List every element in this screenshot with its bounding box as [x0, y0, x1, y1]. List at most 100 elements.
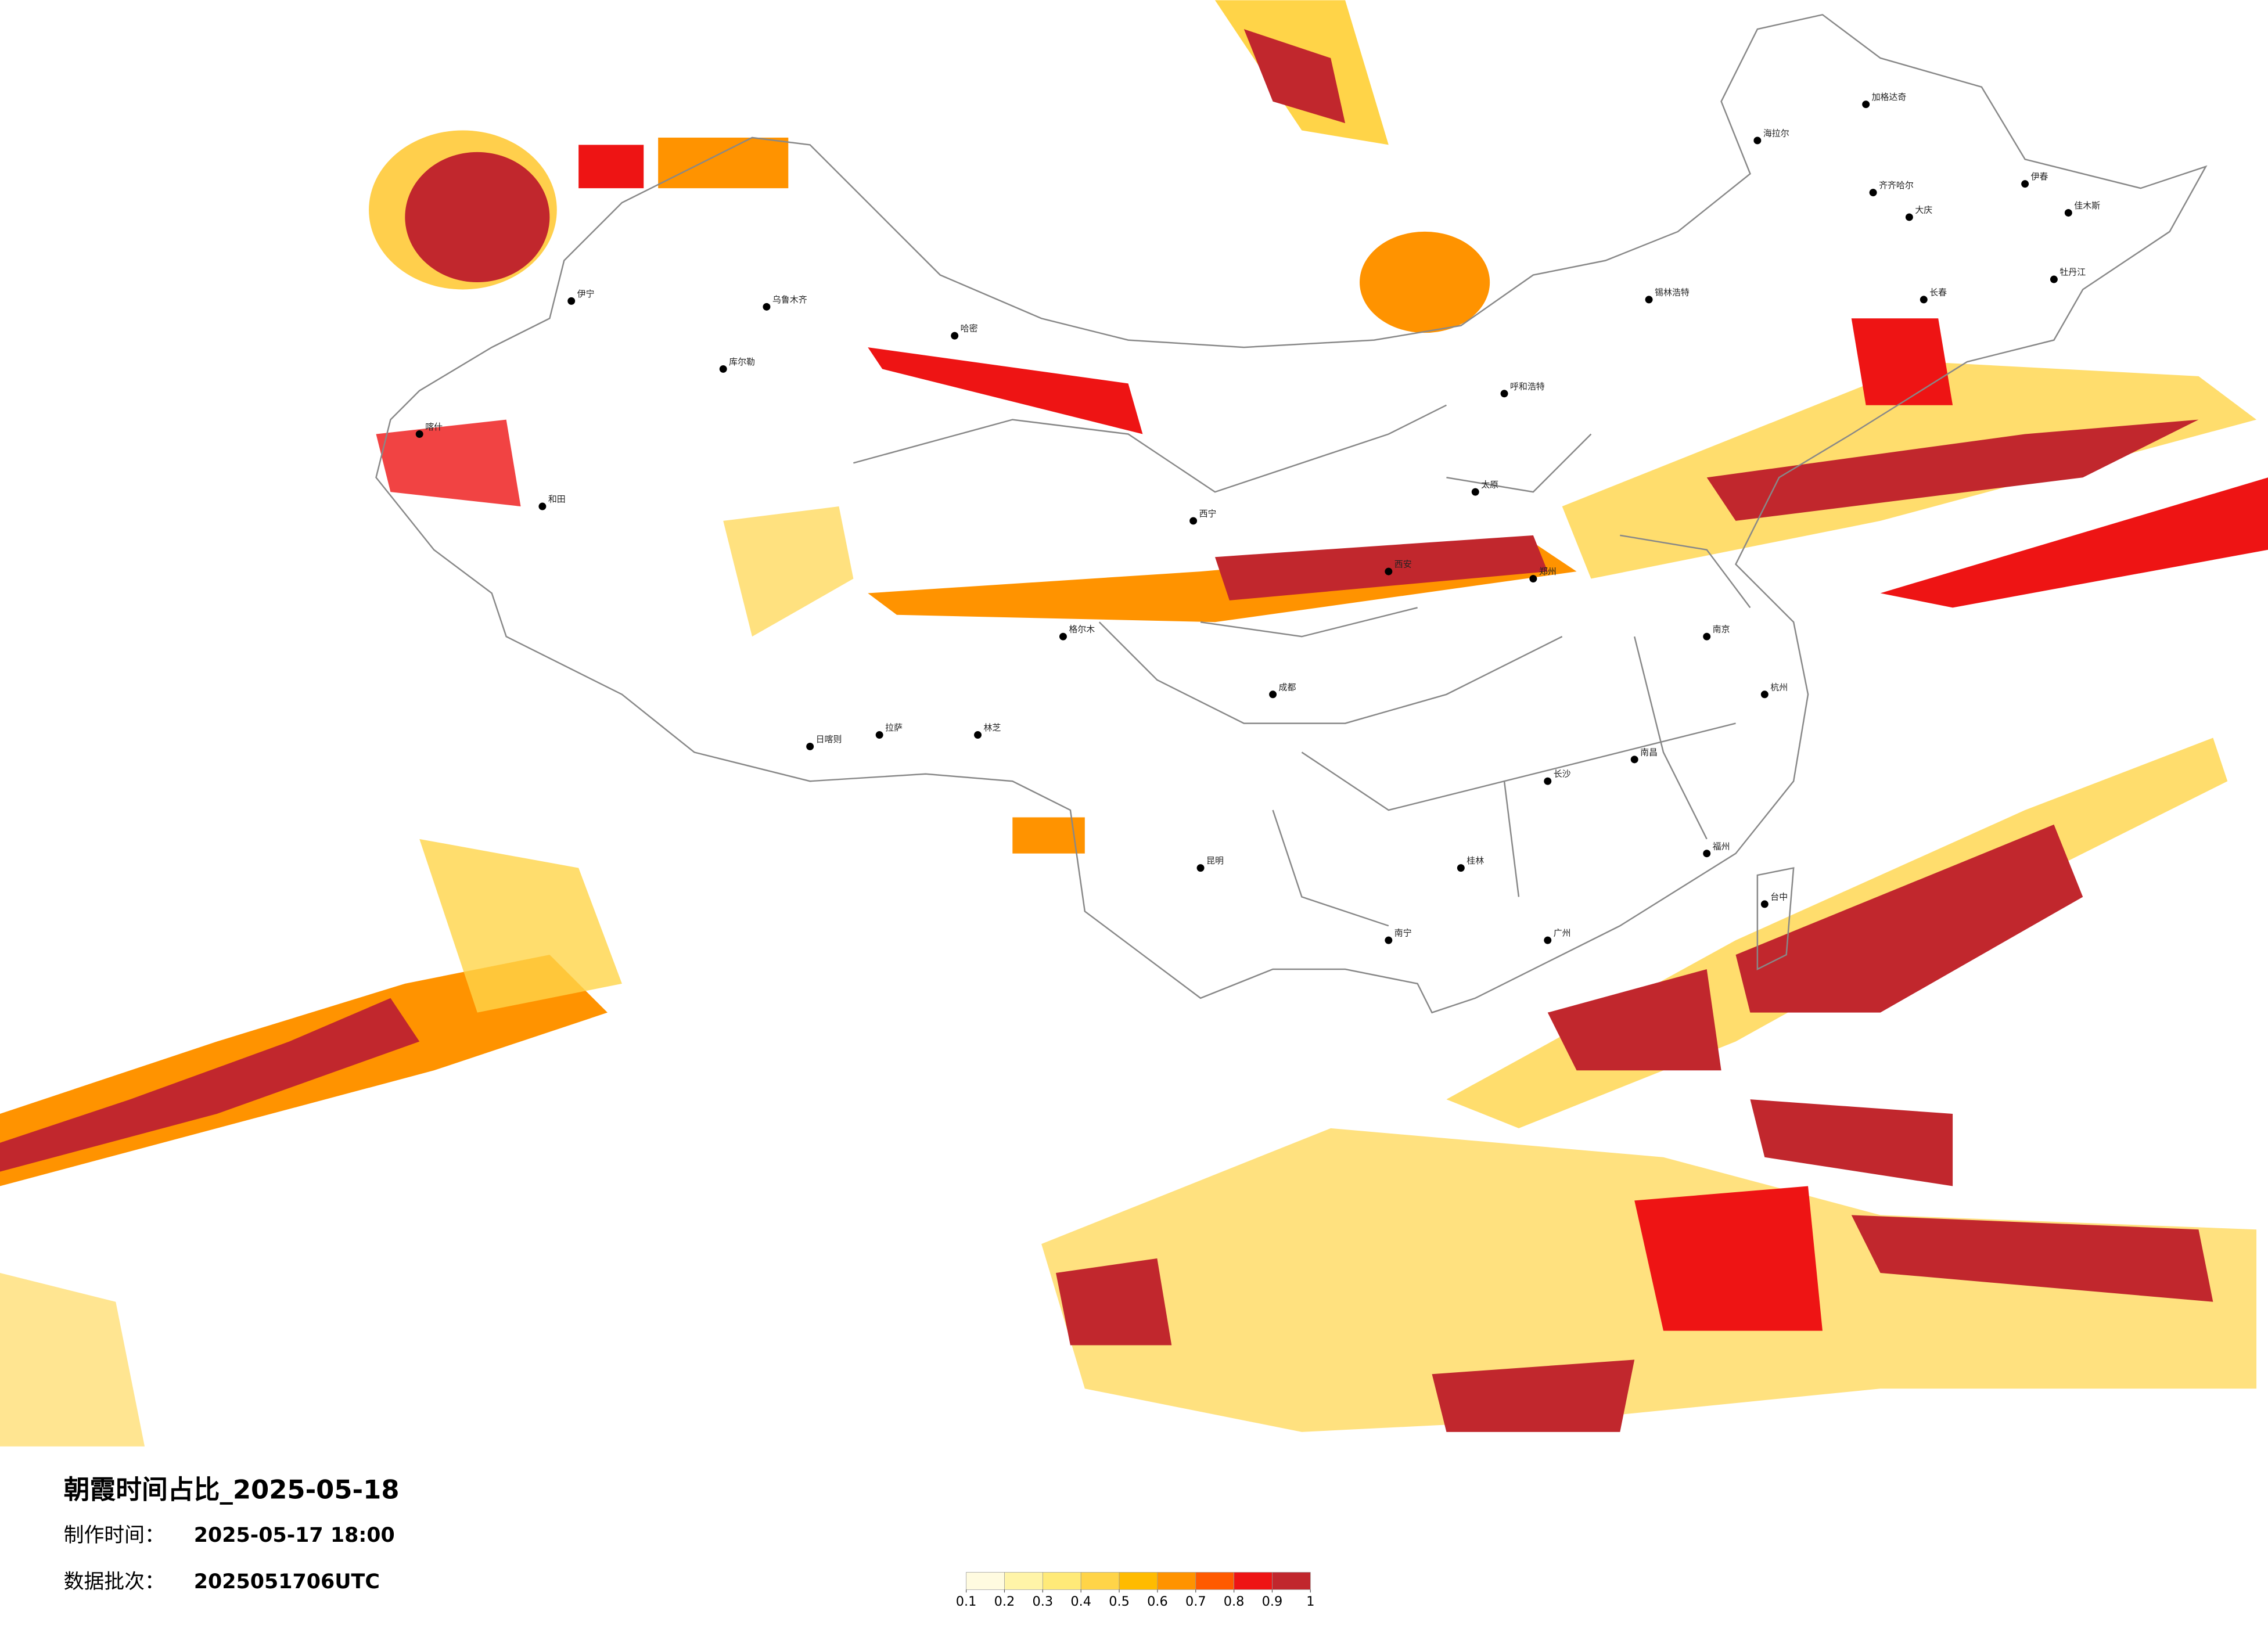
field	[376, 419, 521, 507]
colorbar-label: 0.6	[1147, 1594, 1168, 1609]
country-border	[375, 13, 2208, 1014]
field	[1851, 318, 1953, 405]
city-label: 海拉尔	[1763, 128, 1789, 138]
batch: 2025051706UTC	[194, 1570, 380, 1593]
city-label: 喀什	[425, 422, 443, 432]
city-dot	[1059, 632, 1067, 641]
colorbar-label: 0.3	[1033, 1594, 1054, 1609]
city-dot	[1703, 850, 1711, 858]
field	[1360, 231, 1490, 333]
field	[658, 137, 789, 189]
field	[723, 506, 854, 637]
field	[405, 152, 550, 283]
made-label: 制作时间：	[64, 1524, 165, 1547]
city-label: 杭州	[1770, 682, 1788, 692]
city-label: 库尔勒	[729, 357, 755, 367]
city-dot	[1703, 632, 1711, 641]
city-label: 西安	[1394, 559, 1412, 570]
city-dot	[1471, 488, 1479, 496]
city-dot	[2050, 275, 2058, 283]
city-label: 哈密	[961, 323, 978, 334]
city-label: 郑州	[1539, 566, 1557, 577]
city-label: 南昌	[1640, 747, 1658, 757]
field	[1243, 29, 1346, 124]
field	[1851, 1215, 2213, 1302]
city-label: 佳木斯	[2074, 200, 2100, 211]
field	[1214, 535, 1548, 600]
colorbar-box	[1004, 1572, 1043, 1590]
batch-label: 数据批次：	[64, 1570, 165, 1593]
city-label: 锡林浩特	[1655, 287, 1690, 297]
city-dot	[567, 297, 576, 305]
map-title: 朝霞时间占比_2025-05-18	[64, 1474, 400, 1505]
colorbar-box	[1157, 1572, 1196, 1590]
city-dot	[1457, 864, 1465, 872]
city-dot	[1869, 189, 1877, 197]
city-dot	[1189, 517, 1198, 525]
city-label: 南京	[1713, 624, 1730, 635]
city-label: 昆明	[1206, 855, 1224, 866]
city-dot	[1385, 936, 1393, 944]
colorbar: 0.1 0.2 0.3 0.4 0.5 0.6 0.7 0.8 0.9 1	[956, 1572, 1314, 1609]
city-label: 大庆	[1915, 204, 1932, 215]
city-dot	[1500, 390, 1508, 398]
city-label: 桂林	[1467, 855, 1484, 866]
city-dot	[1196, 864, 1205, 872]
city-dot	[974, 731, 982, 739]
city-label: 成都	[1279, 682, 1296, 692]
city-label: 格尔木	[1069, 624, 1095, 635]
city-dot	[1760, 690, 1769, 699]
city-dot	[2064, 208, 2072, 217]
city-label: 台中	[1770, 891, 1788, 902]
city-label: 拉萨	[885, 722, 903, 733]
field	[1547, 969, 1721, 1071]
colorbar-label: 0.4	[1070, 1594, 1091, 1609]
city-dot	[719, 365, 727, 373]
city-dot	[1529, 575, 1537, 583]
city-dot	[875, 731, 883, 739]
city-label: 呼和浩特	[1510, 381, 1545, 391]
city-label: 西宁	[1199, 508, 1217, 519]
field	[578, 145, 644, 189]
sunrise-glow-field	[0, 0, 2268, 1447]
city-label: 南宁	[1394, 928, 1412, 938]
city-label: 和田	[548, 494, 566, 505]
city-label: 加格达奇	[1872, 92, 1907, 102]
colorbar-label: 0.5	[1109, 1594, 1130, 1609]
colorbar-label: 0.8	[1224, 1594, 1245, 1609]
made-time: 2025-05-17 18:00	[194, 1524, 395, 1547]
colorbar-label: 0.7	[1185, 1594, 1206, 1609]
field	[1634, 1186, 1823, 1331]
colorbar-label: 0.2	[994, 1594, 1015, 1609]
colorbar-label: 1	[1306, 1594, 1314, 1609]
field	[419, 839, 622, 1013]
borders	[375, 13, 2208, 1014]
field	[1706, 419, 2199, 521]
city-label: 齐齐哈尔	[1879, 180, 1914, 190]
island-border	[1756, 867, 1795, 970]
field	[1735, 824, 2083, 1013]
city-dot	[1753, 136, 1762, 145]
field	[1041, 1128, 2257, 1432]
colorbar-box	[1234, 1572, 1273, 1590]
city-dot	[1905, 213, 1913, 221]
city-dot	[1269, 690, 1277, 699]
field	[0, 998, 420, 1172]
city-label: 牡丹江	[2059, 267, 2086, 278]
city-label: 伊春	[2031, 171, 2048, 182]
city-label: 林芝	[983, 722, 1001, 733]
city-dot	[1760, 900, 1769, 908]
city-dot	[1920, 296, 1928, 304]
field	[1880, 477, 2268, 608]
city-dot	[806, 742, 814, 750]
colorbar-box	[1119, 1572, 1158, 1590]
city-dot	[1544, 777, 1552, 785]
city-label: 乌鲁木齐	[772, 294, 807, 305]
field	[868, 347, 1143, 434]
city-dot	[538, 502, 547, 510]
colorbar-box	[1195, 1572, 1234, 1590]
city-label: 日喀则	[816, 734, 842, 744]
city-label: 广州	[1554, 928, 1571, 938]
